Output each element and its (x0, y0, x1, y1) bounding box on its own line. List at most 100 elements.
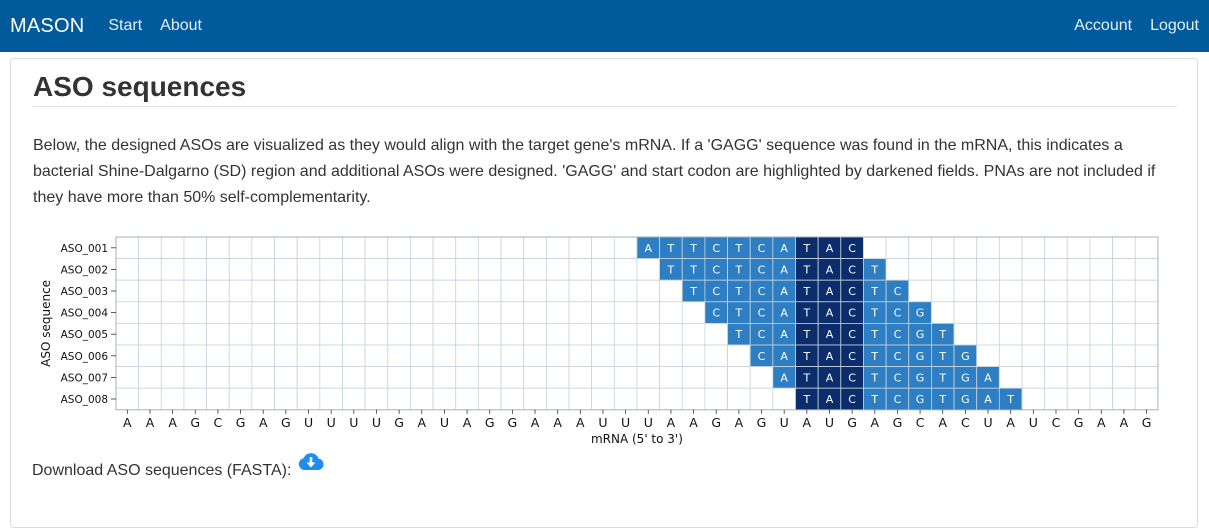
empty-cell (274, 387, 298, 411)
empty-cell (432, 258, 457, 281)
empty-cell (1066, 387, 1091, 411)
empty-cell (998, 323, 1023, 346)
nav-link-logout[interactable]: Logout (1150, 17, 1199, 34)
aso-base-label: T (802, 307, 810, 320)
nav-link-start[interactable]: Start (108, 17, 143, 34)
aso-base-label: C (848, 263, 856, 276)
empty-cell (206, 323, 230, 346)
empty-cell (500, 387, 525, 411)
empty-cell (659, 366, 683, 389)
empty-cell (727, 366, 751, 389)
empty-cell (953, 258, 978, 281)
empty-cell (206, 279, 230, 303)
empty-cell (1044, 366, 1068, 389)
empty-cell (953, 301, 978, 324)
y-tick-label: ASO_004 (61, 308, 109, 320)
empty-cell (998, 258, 1023, 281)
empty-cell (727, 344, 751, 368)
aso-base-label: G (916, 393, 925, 406)
empty-cell (319, 344, 343, 368)
empty-cell (1021, 366, 1046, 389)
empty-cell (545, 387, 570, 411)
empty-cell (591, 344, 615, 368)
empty-cell (183, 323, 207, 346)
empty-cell (659, 323, 683, 346)
aso-base-label: T (802, 263, 810, 276)
empty-cell (1134, 366, 1159, 389)
empty-cell (1089, 236, 1113, 260)
empty-cell (477, 236, 502, 260)
aso-base-label: T (802, 371, 810, 384)
empty-cell (998, 301, 1023, 324)
aso-base-label: A (780, 328, 788, 341)
empty-cell (704, 366, 728, 389)
empty-cell (228, 344, 253, 368)
empty-cell (998, 236, 1023, 260)
empty-cell (296, 387, 321, 411)
empty-cell (296, 279, 321, 303)
aso-base-label: C (894, 393, 902, 406)
aso-base-label: G (916, 371, 925, 384)
empty-cell (1134, 387, 1159, 411)
y-axis-label: ASO sequence (39, 280, 53, 367)
x-tick-label: G (281, 415, 291, 430)
empty-cell (228, 279, 253, 303)
empty-cell (1066, 279, 1091, 303)
cloud-download-icon[interactable] (297, 452, 325, 477)
empty-cell (296, 366, 321, 389)
empty-cell (455, 236, 479, 260)
aso-base-label: T (802, 350, 810, 363)
empty-cell (613, 236, 638, 260)
empty-cell (228, 366, 253, 389)
empty-cell (455, 279, 479, 303)
aso-base-label: C (894, 350, 902, 363)
empty-cell (636, 323, 661, 346)
empty-cell (160, 279, 185, 303)
empty-cell (274, 366, 298, 389)
x-tick-label: C (916, 415, 925, 430)
nav-link-account[interactable]: Account (1074, 17, 1133, 34)
x-tick-label: U (983, 415, 992, 430)
title-divider (33, 106, 1177, 107)
empty-cell (545, 366, 570, 389)
aso-base-label: C (848, 285, 856, 298)
empty-cell (523, 301, 547, 324)
empty-cell (115, 344, 140, 368)
aso-base-label: T (735, 242, 743, 255)
empty-cell (455, 323, 479, 346)
nav-link-about[interactable]: About (160, 17, 202, 34)
empty-cell (1089, 258, 1113, 281)
empty-cell (681, 366, 706, 389)
empty-cell (228, 236, 253, 260)
empty-cell (568, 323, 593, 346)
empty-cell (432, 236, 457, 260)
empty-cell (319, 301, 343, 324)
empty-cell (545, 279, 570, 303)
aso-base-label: C (712, 242, 720, 255)
empty-cell (1112, 301, 1136, 324)
empty-cell (1066, 258, 1091, 281)
aso-base-label: A (984, 393, 992, 406)
x-tick-label: U (440, 415, 449, 430)
brand-logo[interactable]: MASON (10, 14, 85, 37)
x-tick-label: U (825, 415, 834, 430)
empty-cell (591, 366, 615, 389)
aso-base-label: T (870, 285, 878, 298)
aso-base-label: A (826, 242, 834, 255)
x-tick-label: A (689, 415, 698, 430)
empty-cell (455, 366, 479, 389)
empty-cell (410, 279, 434, 303)
x-tick-label: G (236, 415, 246, 430)
empty-cell (432, 279, 457, 303)
empty-cell (228, 301, 253, 324)
empty-cell (115, 258, 140, 281)
aso-base-label: T (802, 242, 810, 255)
empty-cell (296, 301, 321, 324)
intro-paragraph: Below, the designed ASOs are visualized … (33, 137, 1156, 206)
empty-cell (477, 366, 502, 389)
empty-cell (568, 258, 593, 281)
aso-base-label: A (780, 371, 788, 384)
aso-base-label: C (758, 285, 766, 298)
aso-base-label: T (689, 285, 697, 298)
y-tick-label: ASO_006 (61, 351, 109, 363)
